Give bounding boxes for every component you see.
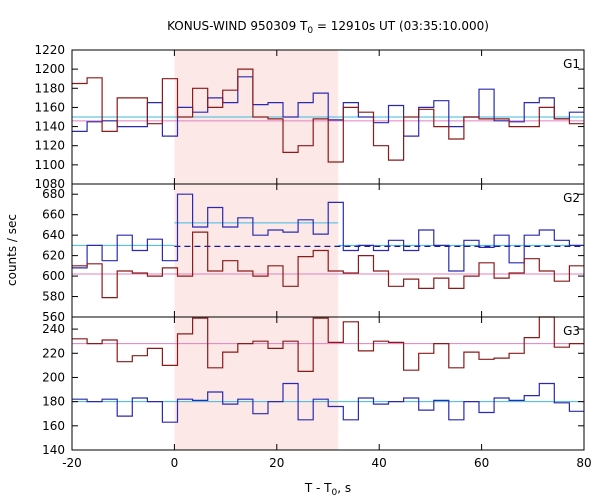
red-series-g1 <box>72 68 584 163</box>
panel-label-g2: G2 <box>563 191 580 205</box>
y-tick-label: 620 <box>42 249 65 263</box>
blue-series-g2 <box>72 193 584 272</box>
x-tick-label: 0 <box>171 456 179 470</box>
chart-title: KONUS-WIND 950309 T0 = 12910s UT (03:35:… <box>167 19 489 36</box>
highlight-band-g3 <box>174 317 339 450</box>
x-tick-label: 60 <box>474 456 489 470</box>
y-tick-label: 200 <box>42 370 65 384</box>
y-tick-label: 180 <box>42 395 65 409</box>
highlight-band-g2 <box>174 184 339 317</box>
y-tick-label: 1180 <box>34 81 65 95</box>
panel-label-g1: G1 <box>563 57 580 71</box>
x-tick-label: 40 <box>372 456 387 470</box>
y-tick-label: 160 <box>42 419 65 433</box>
y-tick-label: 1160 <box>34 100 65 114</box>
y-tick-label: 1140 <box>34 120 65 134</box>
red-series-g3 <box>72 316 584 372</box>
y-tick-label: 1100 <box>34 158 65 172</box>
x-tick-label: -20 <box>62 456 82 470</box>
x-tick-label: 20 <box>269 456 284 470</box>
y-tick-label: 580 <box>42 290 65 304</box>
y-axis-label: counts / sec <box>5 214 19 286</box>
ticks <box>71 49 585 451</box>
x-axis-label: T - T0, s <box>304 481 351 498</box>
x-tick-label: 80 <box>576 456 591 470</box>
y-tick-label: 1080 <box>34 177 65 191</box>
y-tick-label: 220 <box>42 346 65 360</box>
y-tick-label: 600 <box>42 269 65 283</box>
y-tick-label: 680 <box>42 187 65 201</box>
y-tick-label: 240 <box>42 322 65 336</box>
labels: 1080 1100 1120 1140 1160 1180 1200 1220 G1 560 580… <box>34 43 591 470</box>
blue-series-g3 <box>72 382 584 423</box>
panel-frames <box>71 49 585 451</box>
series-lines <box>72 68 584 423</box>
y-tick-label: 660 <box>42 208 65 222</box>
y-tick-label: 1120 <box>34 139 65 153</box>
panel-label-g3: G3 <box>563 324 580 338</box>
y-tick-label: 140 <box>42 443 65 457</box>
title-subscript: 0 <box>307 26 313 36</box>
red-series-g2 <box>72 231 584 299</box>
y-tick-label: 1200 <box>34 62 65 76</box>
y-tick-label: 560 <box>42 310 65 324</box>
panel-frame-g3 <box>71 316 585 451</box>
y-tick-label: 640 <box>42 228 65 242</box>
xlabel-subscript: 0 <box>332 488 338 498</box>
y-tick-label: 1220 <box>34 43 65 57</box>
highlight-regions <box>174 50 339 450</box>
